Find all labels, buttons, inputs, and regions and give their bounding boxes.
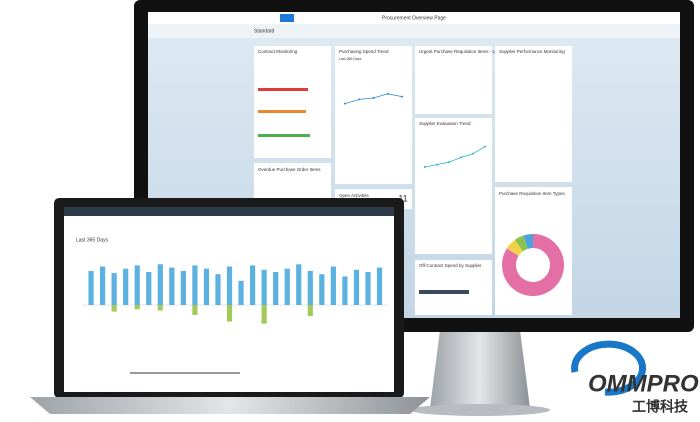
bar	[353, 269, 360, 305]
logo-tagline: 工博科技	[632, 399, 689, 415]
bar	[203, 268, 210, 305]
scrollbar	[130, 372, 240, 374]
filter-bar	[148, 24, 680, 38]
slice	[506, 239, 524, 257]
bar	[250, 265, 256, 305]
card	[335, 46, 412, 184]
stand	[430, 330, 530, 408]
point	[386, 92, 389, 95]
point	[448, 161, 450, 164]
logo-name: OMMPRO	[588, 370, 699, 397]
bar	[419, 290, 469, 294]
bar	[134, 265, 140, 305]
card	[415, 260, 492, 315]
count: 11	[398, 193, 407, 203]
laptop-base	[30, 397, 430, 414]
bar	[226, 266, 233, 305]
bar	[342, 276, 348, 305]
bar	[261, 269, 267, 305]
point	[358, 98, 361, 101]
stand-base	[410, 404, 550, 416]
slice	[523, 234, 534, 249]
progress	[258, 134, 310, 137]
card-title: Open Activities	[339, 193, 370, 198]
card	[415, 118, 492, 254]
card	[254, 46, 331, 158]
card-title: Urgent Purchase Requisition Items - Unso…	[419, 49, 515, 54]
card-subtitle: Last 365 Days	[339, 57, 362, 61]
bar	[376, 267, 383, 305]
bar	[192, 305, 198, 315]
bar	[192, 265, 198, 305]
card-title: Purchase Requisition Item Types	[499, 191, 565, 196]
laptop-title: Last 365 Days	[76, 237, 108, 243]
bar	[307, 305, 313, 316]
bar	[296, 264, 302, 305]
bar	[215, 274, 221, 305]
slice	[514, 235, 529, 252]
bar	[319, 274, 325, 305]
bar	[88, 270, 94, 305]
bar	[111, 273, 117, 305]
bar	[226, 305, 233, 322]
card-title: Supplier Evaluation Trend	[419, 121, 471, 126]
bar	[330, 266, 336, 305]
point	[472, 152, 474, 155]
bar	[238, 280, 244, 305]
point	[344, 102, 346, 105]
trend-line	[424, 146, 486, 168]
card-title: Contract Monitoring	[258, 49, 298, 54]
progress	[258, 88, 308, 91]
bar	[261, 305, 267, 324]
bar	[365, 272, 371, 305]
card-title: Overdue Purchase Order Items	[258, 167, 321, 172]
bar	[111, 305, 117, 312]
point	[436, 163, 438, 166]
card-title: Supplier Performance Monitoring	[499, 49, 565, 54]
point	[460, 156, 462, 159]
card-title: Purchasing Spend Trend	[339, 49, 389, 54]
point	[372, 97, 375, 99]
slice	[502, 234, 564, 296]
logo-swoosh	[571, 340, 647, 396]
bar	[134, 305, 140, 310]
bar	[157, 264, 163, 305]
point	[401, 95, 403, 98]
point	[424, 166, 426, 168]
bar	[146, 272, 152, 305]
laptop-shell-bar	[64, 207, 394, 216]
variant[interactable]: Standard	[254, 28, 275, 34]
card-title: Off-Contract Spend by Supplier	[419, 263, 482, 268]
bar	[180, 270, 186, 305]
sap-logo	[280, 14, 294, 22]
point	[484, 145, 486, 148]
bar	[307, 270, 313, 305]
bar	[169, 267, 175, 305]
bar	[123, 268, 129, 305]
bar	[157, 305, 163, 311]
bar	[100, 266, 106, 305]
app-title: Procurement Overview Page	[382, 15, 446, 21]
progress	[258, 110, 306, 113]
card	[495, 46, 572, 182]
card	[415, 46, 492, 114]
bar	[273, 272, 279, 305]
bar	[284, 268, 290, 305]
